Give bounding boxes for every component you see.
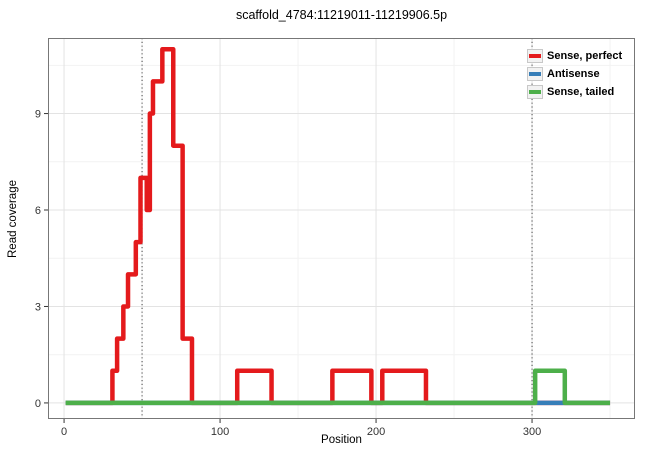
x-axis-label: Position [321, 434, 362, 446]
legend-key-box [527, 49, 543, 63]
x-tick-label: 300 [523, 426, 541, 438]
series-sense-tailed [65, 368, 611, 406]
antisense-swatch-icon [529, 72, 541, 76]
x-tick-label: 200 [367, 426, 385, 438]
sense-tailed-swatch-icon [529, 90, 541, 94]
plot-panel [48, 38, 635, 419]
sense-perfect-swatch-icon [529, 54, 541, 58]
panel-border [48, 38, 635, 419]
legend-label: Antisense [547, 68, 600, 80]
legend-label: Sense, perfect [547, 50, 623, 62]
x-tick-label: 100 [211, 426, 229, 438]
y-tick-label: 9 [35, 109, 41, 121]
legend-key-box [527, 67, 543, 81]
legend-label: Sense, tailed [547, 86, 615, 98]
chart-title: scaffold_4784:11219011-11219906.5p [235, 8, 448, 22]
series-sense-perfect [65, 47, 611, 406]
legend-item-antisense: Antisense [527, 65, 622, 83]
y-tick-label: 0 [35, 398, 41, 410]
y-tick-label: 3 [35, 301, 41, 313]
legend-key-box [527, 85, 543, 99]
legend: Sense, perfect Antisense Sense, tailed [527, 47, 622, 101]
legend-item-sense-perfect: Sense, perfect [527, 47, 622, 65]
legend-item-sense-tailed: Sense, tailed [527, 83, 622, 101]
panel-background [48, 38, 635, 419]
y-tick-label: 6 [35, 205, 41, 217]
x-tick-label: 0 [61, 426, 67, 438]
